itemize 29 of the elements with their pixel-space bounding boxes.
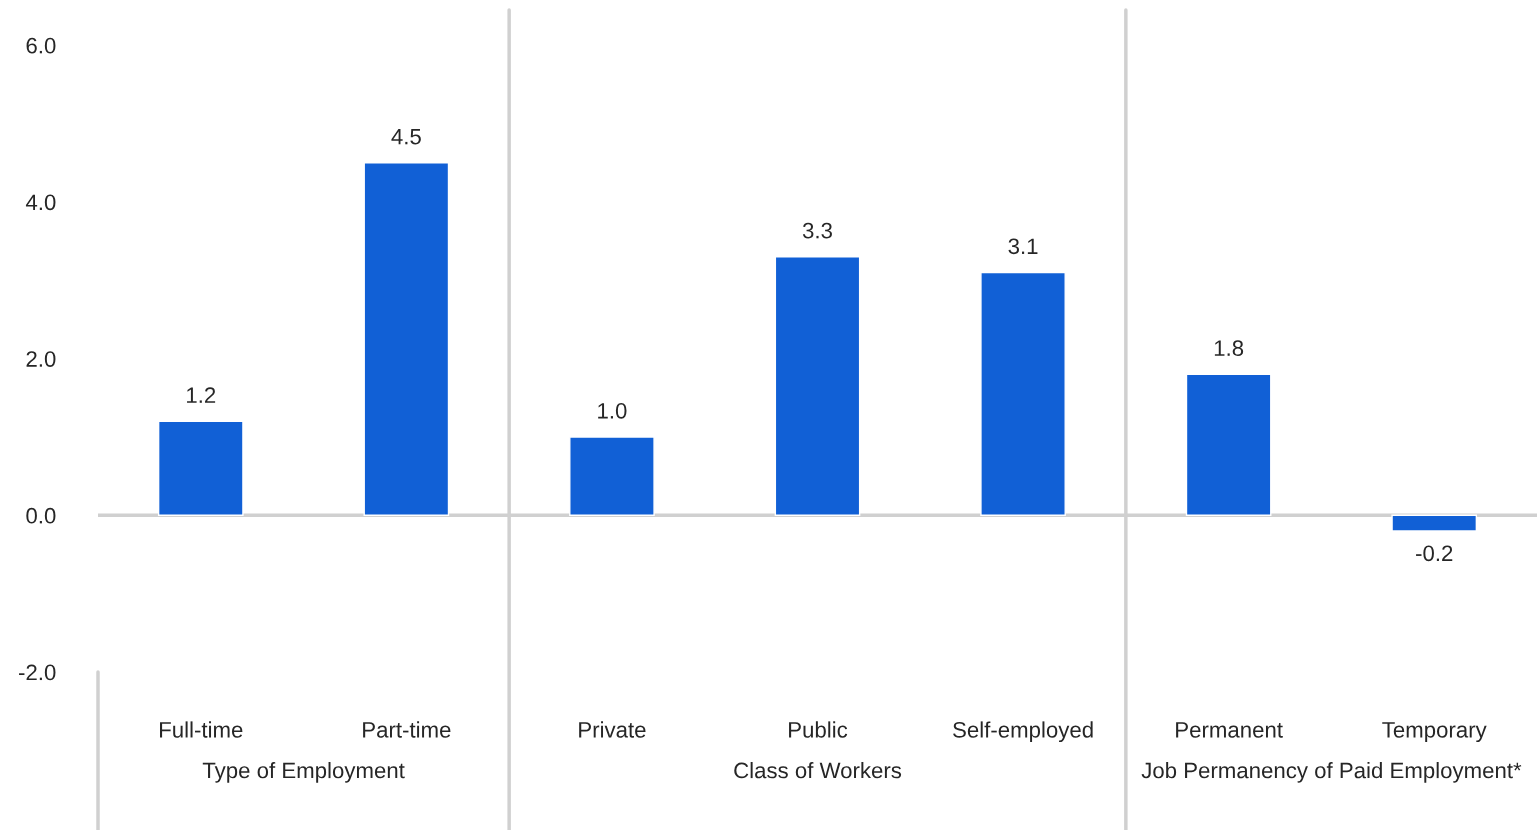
text: Class of Workers [734,762,902,779]
x-tick-label: Self-employed [953,721,1093,743]
y-tick-label: 6.0 [26,37,56,54]
data-label: 3.3 [802,222,832,239]
bar [569,436,655,517]
bar [363,162,450,517]
x-tick-label: Private [579,721,646,738]
bar [1391,514,1478,532]
y-tick-label: 2.0 [26,351,56,367]
data-label: -0.2 [1416,545,1453,562]
data-label: 1.0 [598,402,627,419]
y-tick-label: -2.0 [19,664,56,681]
x-tick-label: Permanent [1176,722,1283,738]
data-label: 4.5 [391,128,421,145]
x-tick-label: Public [789,721,848,738]
data-label: 3.1 [1008,238,1038,255]
bar [980,271,1066,517]
data-label: 1.8 [1214,340,1244,357]
x-tick-label: Temporary [1382,722,1487,743]
x-tick-label: Full-time [160,721,243,738]
data-label: 1.2 [187,387,216,403]
y-tick-label: 0.0 [26,507,56,524]
bar [1185,373,1272,517]
bar [774,256,861,517]
y-tick-label: 4.0 [25,194,56,211]
bar [157,420,244,517]
x-tick-label: Part-time [363,721,451,738]
text: Job Permanency of Paid Employment* [1141,762,1522,783]
text: Type of Employment [202,762,405,783]
